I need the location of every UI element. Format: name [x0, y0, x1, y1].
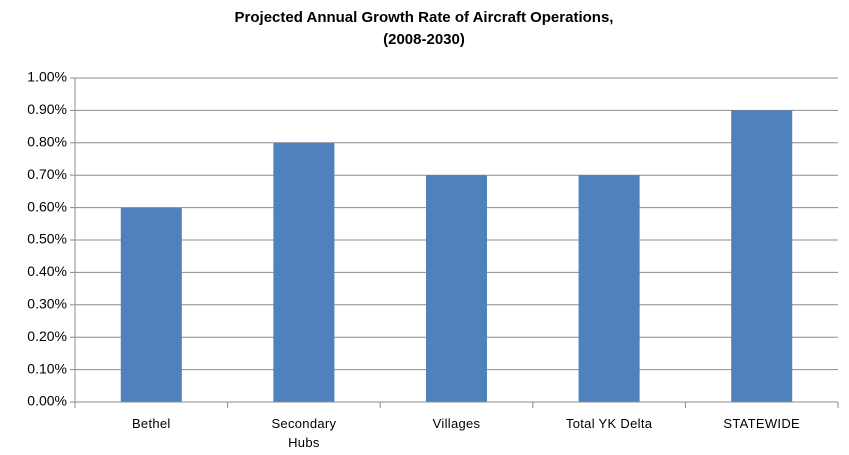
x-tick-label: Secondary Hubs: [271, 416, 337, 450]
x-tick-label: Bethel: [131, 416, 171, 431]
y-tick-label: 0.40%: [27, 263, 67, 279]
x-tick-label: Total YK Delta: [565, 416, 653, 431]
chart-title: (2008-2030): [383, 31, 465, 48]
bar: [273, 142, 335, 403]
y-tick-label: 0.00%: [27, 393, 67, 409]
y-tick-label: 0.70%: [27, 166, 67, 182]
x-tick-label: Villages: [432, 416, 481, 431]
y-tick-label: 0.80%: [27, 134, 67, 150]
y-tick-label: 0.10%: [27, 360, 67, 376]
bar: [578, 175, 640, 402]
chart-title: Projected Annual Growth Rate of Aircraft…: [235, 9, 614, 26]
y-tick-label: 1.00%: [27, 69, 67, 85]
y-tick-label: 0.60%: [27, 198, 67, 214]
bar: [120, 207, 182, 402]
bar: [425, 175, 488, 402]
y-tick-label: 0.50%: [27, 231, 67, 247]
bar: [731, 110, 793, 403]
y-tick-label: 0.90%: [27, 101, 67, 117]
y-tick-label: 0.20%: [27, 328, 67, 344]
x-tick-label: STATEWIDE: [723, 416, 800, 431]
y-tick-label: 0.30%: [27, 296, 67, 312]
